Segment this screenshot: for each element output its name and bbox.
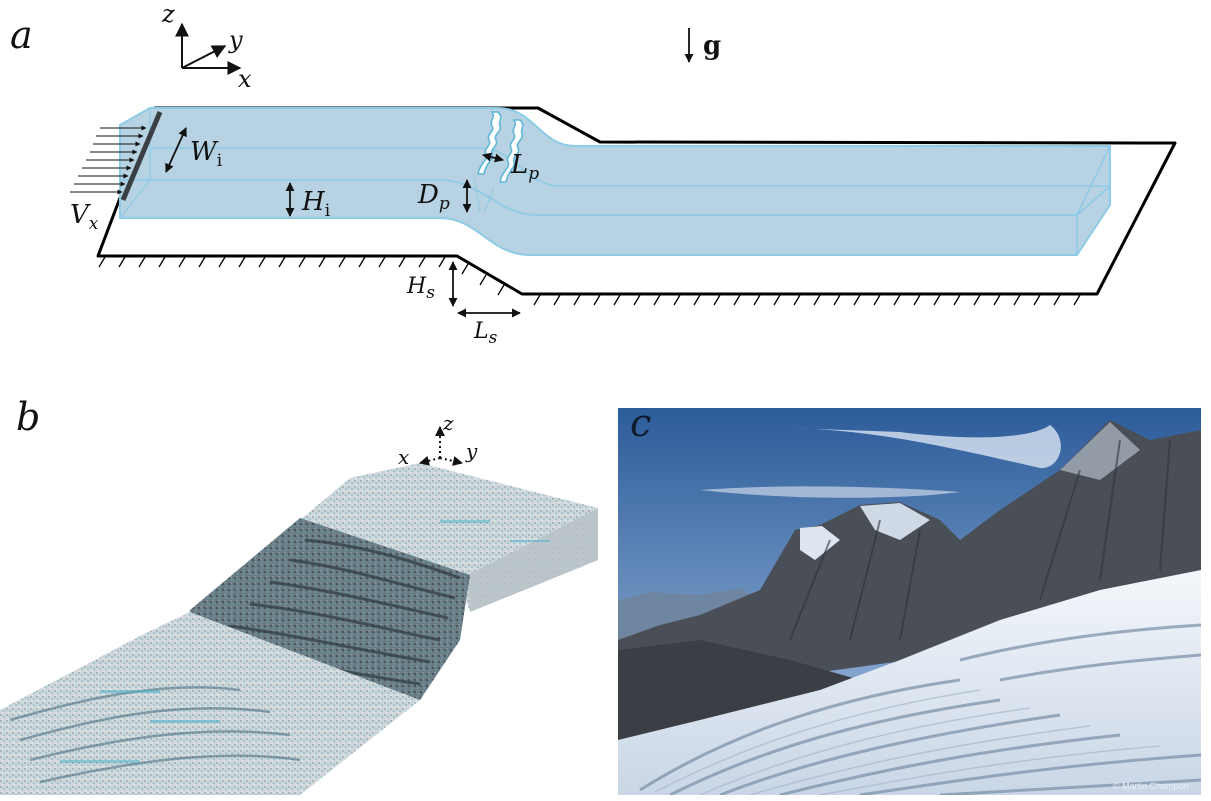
axis-x-label: x <box>238 65 252 93</box>
axis-b-x-label: x <box>398 445 409 469</box>
ice-slab <box>119 107 1111 256</box>
dimension-arrows <box>165 127 521 318</box>
axis-y-label: y <box>228 26 243 54</box>
panel-c-letter: c <box>630 401 651 445</box>
perturbation <box>473 111 524 213</box>
panel-c: © Martin Champon <box>618 408 1201 795</box>
step-length-label: Ls <box>473 319 498 348</box>
axis-b-y-label: y <box>465 439 478 463</box>
bed-outline <box>96 106 1177 306</box>
velocity-label: Vx <box>70 200 99 234</box>
simulation-render <box>0 463 598 795</box>
perturb-depth-label: Dp <box>417 180 450 214</box>
glacier-photo <box>618 408 1201 795</box>
gravity-indicator: g <box>684 28 721 63</box>
perturb-length-label: Lp <box>510 150 539 184</box>
axis-b-z-label: z <box>442 411 454 435</box>
axes-a: z y x <box>161 0 252 93</box>
panel-a: a z y x g <box>10 0 1177 348</box>
perturb-length-arrow <box>482 152 504 163</box>
width-arrow <box>165 127 187 173</box>
width-label: Wi <box>190 137 223 171</box>
panel-b: b <box>0 395 598 795</box>
axis-z-label: z <box>161 0 175 28</box>
panel-a-letter: a <box>10 13 33 57</box>
step-height-label: Hs <box>406 274 435 303</box>
axes-b <box>419 426 463 466</box>
panel-b-letter: b <box>16 395 40 439</box>
gravity-label: g <box>703 31 721 61</box>
height-label: Hi <box>301 187 331 221</box>
photo-credit: © Martin Champon <box>1113 781 1189 791</box>
inflow-arrows <box>70 125 147 195</box>
